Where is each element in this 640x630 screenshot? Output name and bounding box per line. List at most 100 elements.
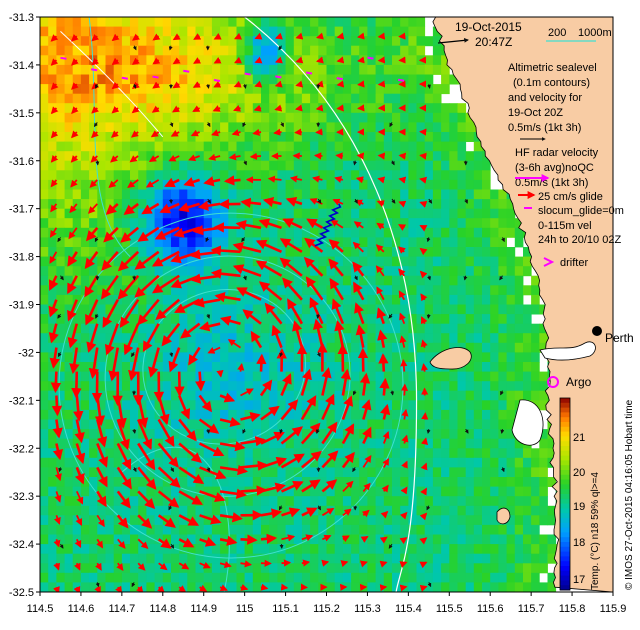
velocity-arrow (219, 561, 232, 569)
sst-cell (383, 524, 393, 535)
sst-cell (449, 199, 458, 210)
sst-cell (121, 534, 131, 545)
sst-cell (97, 486, 106, 497)
sst-cell (342, 122, 352, 133)
sst-cell (375, 457, 385, 468)
hf-radar-arrow (132, 83, 137, 89)
sst-cell (236, 563, 246, 574)
velocity-arrow (281, 559, 292, 567)
sst-cell (48, 342, 57, 353)
sst-cell (179, 266, 188, 277)
sst-cell (310, 524, 319, 535)
sst-cell (424, 524, 434, 535)
sst-cell (375, 438, 385, 449)
sst-cell (105, 304, 115, 315)
sst-cell (121, 572, 131, 583)
sst-cell (40, 199, 49, 210)
colorbar-cells (560, 398, 570, 591)
sst-cell (392, 352, 401, 363)
sst-cell (154, 45, 164, 56)
sst-cell (56, 45, 65, 56)
sst-cell (40, 160, 49, 171)
sst-cell (474, 592, 483, 602)
sst-cell (203, 17, 213, 27)
sst-cell (171, 381, 180, 392)
velocity-arrow (219, 392, 236, 403)
sst-cell (64, 17, 74, 27)
sst-cell (228, 17, 237, 27)
sst-cell (383, 151, 393, 162)
sst-cell (228, 45, 237, 56)
sst-cell (203, 314, 213, 325)
sst-cell (465, 237, 475, 248)
sst-cell (236, 333, 246, 344)
sst-cell (449, 390, 458, 401)
sst-cell (195, 141, 205, 152)
sst-cell (138, 151, 147, 162)
sst-cell (301, 227, 311, 238)
sst-cell (432, 208, 442, 219)
sst-cell (277, 515, 286, 526)
sst-cell (408, 486, 417, 497)
velocity-arrow (398, 224, 407, 231)
sst-cell (482, 524, 491, 535)
sst-cell (203, 26, 213, 37)
velocity-arrow (116, 514, 129, 529)
sst-cell (326, 285, 336, 296)
sst-cell (416, 390, 426, 401)
colorbar-cell (560, 474, 570, 481)
sst-cell (89, 429, 98, 440)
sst-cell (342, 151, 352, 162)
sst-cell (162, 36, 172, 47)
sst-cell (449, 505, 458, 516)
sst-cell (244, 112, 254, 123)
sst-cell (432, 294, 442, 305)
sst-cell (293, 409, 303, 420)
sst-cell (523, 256, 532, 267)
sst-cell (228, 544, 237, 555)
sst-cell (334, 553, 344, 564)
hf-radar-arrow (500, 429, 505, 434)
sst-cell (334, 132, 344, 142)
velocity-arrow (75, 491, 84, 505)
sst-cell (506, 381, 516, 392)
sst-cell (269, 352, 278, 363)
sst-cell (261, 247, 270, 257)
sst-cell (400, 438, 409, 449)
sst-cell (441, 390, 450, 401)
sst-cell (195, 26, 205, 37)
sst-cell (408, 582, 417, 592)
sst-cell (285, 362, 295, 372)
sst-cell (392, 151, 401, 162)
sst-cell (64, 275, 74, 286)
sst-cell (97, 103, 106, 114)
sst-cell (400, 227, 409, 238)
sst-cell (416, 26, 426, 37)
sst-cell (318, 409, 327, 420)
sst-cell (97, 45, 106, 56)
sst-cell (269, 582, 278, 592)
sst-cell (301, 151, 311, 162)
sst-cell (392, 256, 401, 267)
sst-cell (506, 199, 516, 210)
velocity-arrow (198, 418, 220, 434)
sst-cell (424, 266, 434, 277)
sst-cell (121, 544, 131, 555)
y-tick-label: -32.3 (9, 491, 34, 503)
sst-cell (285, 141, 295, 152)
sst-cell (293, 419, 303, 430)
sst-cell (162, 122, 172, 133)
sst-cell (457, 448, 467, 459)
sst-cell (318, 74, 327, 85)
sst-cell (146, 582, 155, 592)
velocity-arrow (280, 480, 304, 493)
sst-cell (171, 132, 180, 142)
sst-cell (318, 199, 327, 210)
sst-cell (269, 381, 278, 392)
sst-cell (211, 477, 221, 487)
sst-cell (482, 352, 491, 363)
sst-cell (277, 544, 286, 555)
sst-cell (252, 477, 262, 487)
sst-cell (277, 563, 286, 574)
sst-cell (342, 314, 352, 325)
